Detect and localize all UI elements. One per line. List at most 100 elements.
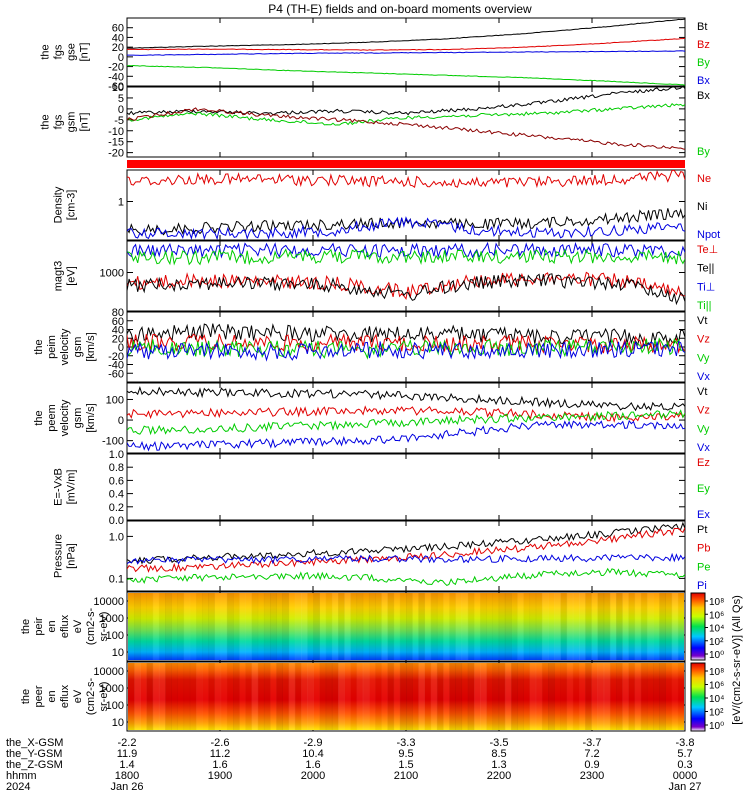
spectrogram-column xyxy=(152,593,160,660)
y-axis-label: gsm xyxy=(72,408,84,429)
spectrogram-column xyxy=(653,593,660,660)
ephemeris-label: the_X-GSM xyxy=(6,737,63,749)
legend-Vx: Vx xyxy=(697,442,710,454)
spectrogram-column xyxy=(467,663,475,730)
y-axis-label: eflux xyxy=(59,614,71,638)
y-axis-label: [nPa] xyxy=(66,543,78,569)
spectrogram-column xyxy=(214,593,222,660)
spectrogram-column xyxy=(609,593,617,660)
spectrogram-column xyxy=(183,663,191,730)
legend-Vz: Vz xyxy=(697,334,710,346)
spectrogram-column xyxy=(233,663,240,730)
spectrogram-column xyxy=(597,663,605,730)
y-axis-label: velocity xyxy=(59,399,71,436)
ephemeris-value: 7.2 xyxy=(584,748,599,760)
spectrogram-column xyxy=(399,663,407,730)
spectrogram-column xyxy=(313,663,320,730)
spectrogram-column xyxy=(529,593,537,660)
colorbar-tick-label: 10⁰ xyxy=(709,721,724,732)
spectrogram-column xyxy=(634,593,642,660)
y-axis-label: Density xyxy=(53,186,65,223)
colorbar-tick-label: 10⁴ xyxy=(709,694,724,705)
series-line-Bx xyxy=(127,50,685,56)
spectrogram-column xyxy=(338,663,345,730)
y-axis-label: en xyxy=(46,620,58,632)
spectrogram-column xyxy=(288,663,296,730)
ephemeris-value: -3.3 xyxy=(397,737,416,749)
spectrogram-column xyxy=(560,593,568,660)
spectrogram-column xyxy=(628,593,636,660)
spectrogram-column xyxy=(554,663,561,730)
y-axis-label: E=-VxB xyxy=(53,468,65,506)
spectrogram-column xyxy=(221,663,228,730)
spectrogram-column xyxy=(640,663,648,730)
spectrogram-column xyxy=(504,663,512,730)
colorbar-strip xyxy=(690,662,706,732)
spectrogram-column xyxy=(368,663,376,730)
y-axis-label: gsm xyxy=(66,112,78,133)
spectrogram-column xyxy=(455,663,463,730)
spectrogram-column xyxy=(165,663,172,730)
legend-Pi: Pi xyxy=(697,580,707,592)
spectrogram-column xyxy=(245,593,253,660)
series-group xyxy=(127,170,685,240)
ephemeris-value: 2100 xyxy=(394,770,418,782)
spectrogram-column xyxy=(523,663,531,730)
series-group xyxy=(127,521,685,586)
spectrogram-column xyxy=(634,663,642,730)
spectrogram-column xyxy=(140,593,148,660)
spectrogram-column xyxy=(195,663,203,730)
spectrogram-column xyxy=(282,593,290,660)
spectrogram-column xyxy=(258,593,265,660)
spectrogram-column xyxy=(535,663,543,730)
legend-Vx: Vx xyxy=(697,371,710,383)
y-tick-label: 1.0 xyxy=(109,531,124,543)
ephemeris-value: -2.2 xyxy=(118,737,137,749)
series-line-By xyxy=(127,102,685,126)
colorbar-strip xyxy=(690,592,706,661)
spectrogram-column xyxy=(356,593,364,660)
spectrogram-column xyxy=(189,663,197,730)
panel-peir: the peir en eflux eV (cm2-s-sr-eV) 10000 1000 10… xyxy=(20,591,686,662)
panel-peer: the peer en eflux eV (cm2-s-sr-eV) 10000 1000 10… xyxy=(20,661,686,732)
legend-Ni: Ni xyxy=(697,201,707,213)
legend-Ey: Ey xyxy=(697,483,710,495)
y-tick-label: -40 xyxy=(108,360,124,372)
colorbar-tick-label: 10² xyxy=(709,708,724,719)
ephemeris-value: 2200 xyxy=(487,770,511,782)
series-group xyxy=(127,323,685,362)
spectrogram-column xyxy=(578,593,586,660)
y-axis-label: [nT] xyxy=(79,113,91,132)
series-line-Bx xyxy=(127,87,685,116)
y-tick-label: 1.0 xyxy=(109,449,124,461)
y-axis-label: [km/s] xyxy=(85,332,97,361)
spectrogram-column xyxy=(449,593,456,660)
spectrogram-column xyxy=(300,593,308,660)
y-tick-label: 1000 xyxy=(100,683,124,695)
y-tick-label: 1000 xyxy=(100,613,124,625)
ephemeris-value: 1.3 xyxy=(491,759,506,771)
spectrogram-column xyxy=(251,663,259,730)
spectrogram-column xyxy=(541,593,549,660)
legend-Ne: Ne xyxy=(697,173,711,185)
series-group xyxy=(127,18,685,86)
y-tick-label: -60 xyxy=(108,81,124,93)
ephemeris-value: 1.6 xyxy=(212,759,227,771)
y-axis-label: the xyxy=(33,339,45,354)
legend-Vy: Vy xyxy=(697,352,710,364)
spectrogram-column xyxy=(535,593,543,660)
legend-Npot: Npot xyxy=(697,229,720,241)
series-line-Vx xyxy=(127,340,685,362)
spectrogram-column xyxy=(294,663,302,730)
legend-Bx: Bx xyxy=(697,90,710,102)
spectrogram-column xyxy=(350,663,357,730)
spectrogram-column xyxy=(566,593,574,660)
y-axis-label: [km/s] xyxy=(85,403,97,432)
spectrogram-column xyxy=(554,593,561,660)
legend-Te||: Te|| xyxy=(697,263,714,275)
y-axis-label: [mV/m] xyxy=(66,470,78,505)
series-line-Ti⊥ xyxy=(127,241,685,259)
ephemeris-value: 11.9 xyxy=(117,748,138,760)
spectrogram-column xyxy=(226,593,234,660)
spectrogram-column xyxy=(579,663,586,730)
